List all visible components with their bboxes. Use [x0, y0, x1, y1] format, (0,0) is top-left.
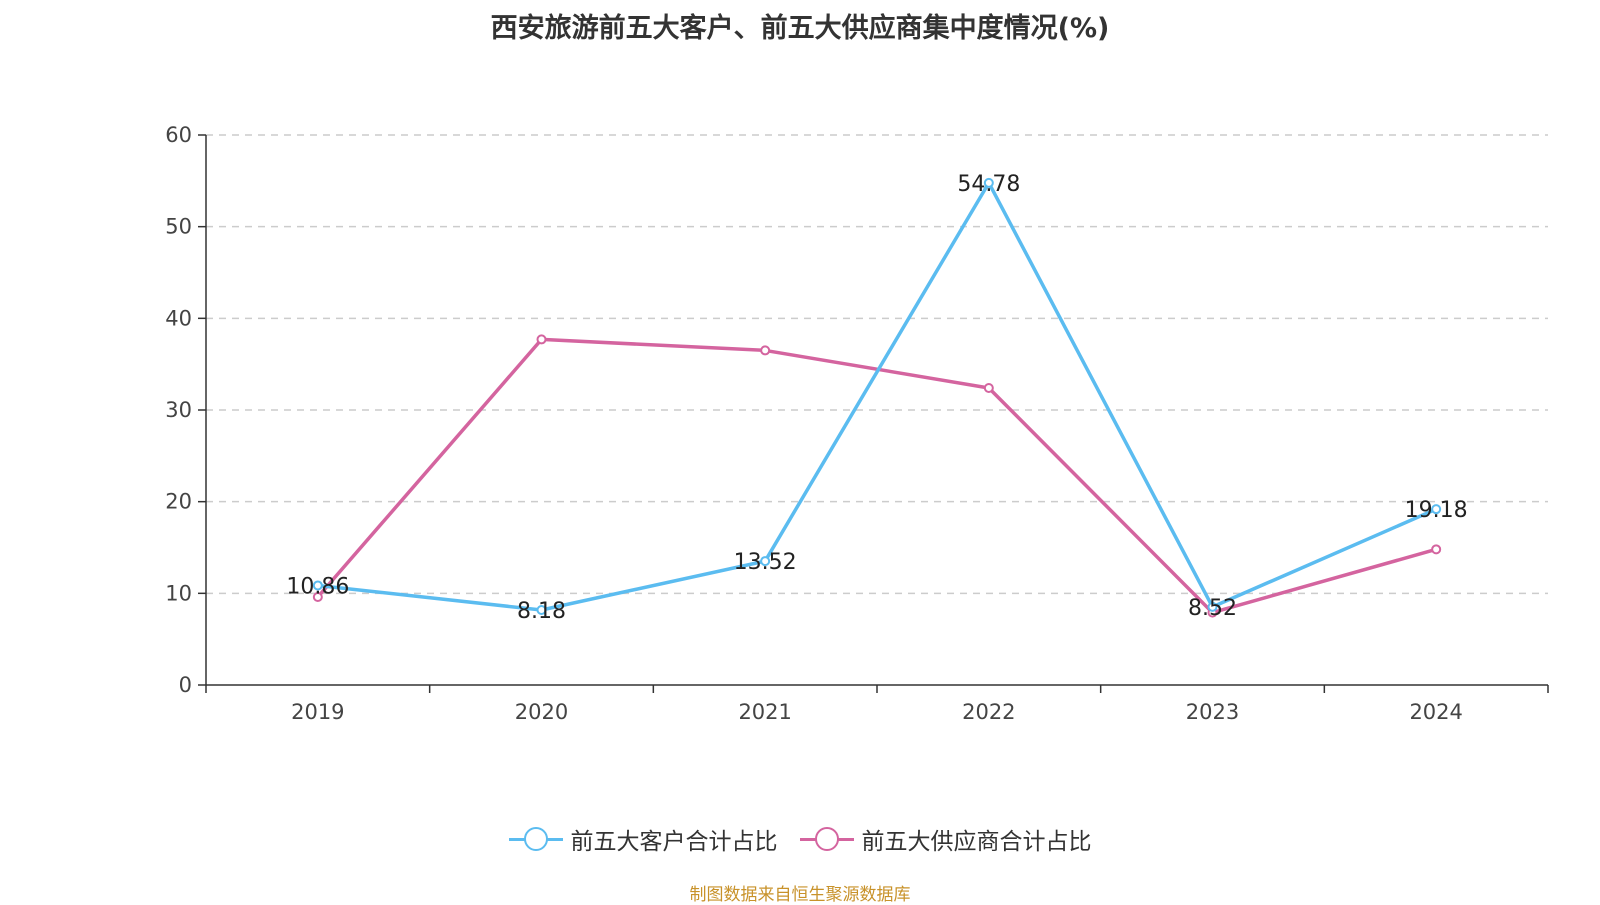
data-point[interactable]: [312, 580, 323, 591]
x-tick-label: 2021: [738, 700, 791, 724]
data-label: 8.18: [517, 599, 566, 624]
legend-item-suppliers[interactable]: 前五大供应商合计占比: [799, 822, 1092, 856]
y-tick-label: 50: [165, 215, 192, 239]
y-tick-label: 0: [179, 673, 192, 697]
x-tick-label: 2020: [515, 700, 568, 724]
y-tick-label: 10: [165, 581, 192, 605]
y-tick-label: 40: [165, 306, 192, 330]
data-label: 10.86: [286, 574, 349, 599]
axes: 0 10 20 30 40 50 60 2019 2020 2021 2022 2023 2024: [165, 123, 1549, 724]
data-labels: 10.86 8.18 13.52 54.78 8.52 19.18: [286, 172, 1467, 624]
data-label: 8.52: [1188, 596, 1237, 621]
x-tick-label: 2022: [962, 700, 1015, 724]
legend-label-suppliers: 前五大供应商合计占比: [861, 829, 1092, 855]
chart-title: 西安旅游前五大客户、前五大供应商集中度情况(%): [490, 13, 1110, 44]
legend-item-customers[interactable]: 前五大客户合计占比: [508, 822, 778, 856]
legend-marker-customers-icon: [508, 826, 563, 852]
series-line-2: [316, 337, 1437, 615]
data-label: 54.78: [957, 172, 1020, 197]
x-tick-label: 2019: [291, 700, 344, 724]
data-point[interactable]: [536, 334, 547, 345]
legend: 前五大客户合计占比 前五大供应商合计占比: [0, 822, 1600, 856]
y-tick-label: 30: [165, 398, 192, 422]
x-tick-label: 2023: [1186, 700, 1239, 724]
legend-label-customers: 前五大客户合计占比: [570, 829, 778, 855]
source-note: 制图数据来自恒生聚源数据库: [689, 885, 911, 905]
y-tick-label: 20: [165, 490, 192, 514]
data-point[interactable]: [1431, 544, 1442, 555]
data-point[interactable]: [760, 556, 771, 567]
series-lines: [312, 177, 1442, 618]
data-point[interactable]: [312, 592, 323, 602]
data-point[interactable]: [536, 605, 547, 616]
grid-lines: [206, 134, 1548, 595]
data-point[interactable]: [760, 345, 771, 356]
legend-marker-suppliers-icon: [799, 826, 854, 852]
data-point[interactable]: [983, 177, 994, 188]
data-point[interactable]: [1207, 601, 1218, 612]
y-tick-label: 60: [165, 123, 192, 147]
series-line-1: [317, 181, 1437, 612]
data-label: 13.52: [734, 550, 797, 575]
data-point[interactable]: [983, 383, 994, 393]
data-point[interactable]: [1431, 504, 1442, 515]
x-tick-label: 2024: [1409, 700, 1462, 724]
data-label: 19.18: [1405, 498, 1468, 523]
